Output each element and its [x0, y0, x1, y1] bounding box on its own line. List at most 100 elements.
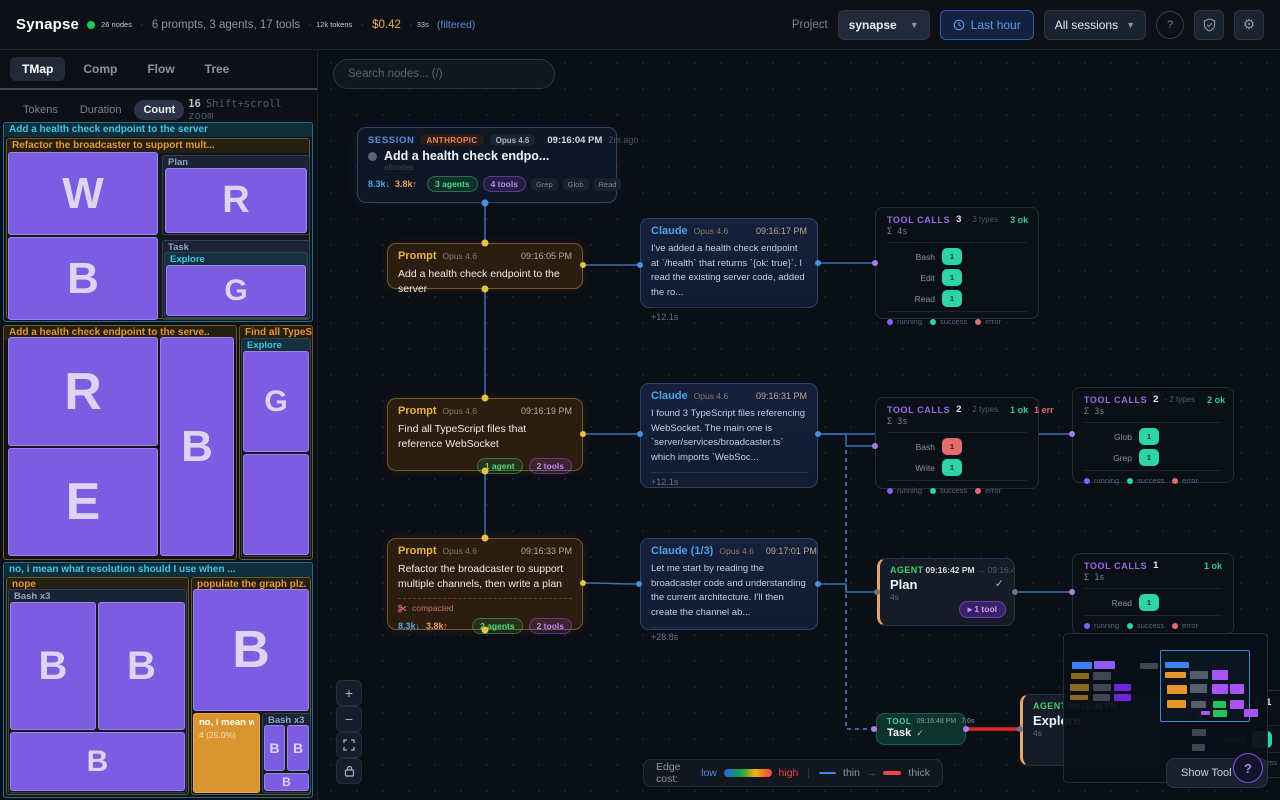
treemap-group-explore-2-header: Explore: [242, 339, 310, 353]
minimap-rect: [1167, 685, 1187, 694]
tool-calls-node-2[interactable]: TOOL CALLS 2 · 2 types 1 ok 1 err Σ 3s B…: [875, 397, 1054, 495]
search-input[interactable]: [333, 59, 555, 89]
session-subtitle: allnodes: [384, 163, 414, 172]
ok-count: 1 ok: [1010, 404, 1029, 415]
treemap-block-bash[interactable]: B: [193, 589, 309, 711]
tools-badge: 2 tools: [528, 618, 572, 635]
treemap-block-bash[interactable]: B: [160, 337, 234, 556]
tool-chip: Grep: [530, 177, 558, 191]
sigma-duration: Σ 4s: [887, 227, 908, 237]
claude-node-1[interactable]: Claude Opus 4.6 09:16:17 PM I've added a…: [640, 218, 818, 322]
zoom-hint: 16 Shift+scroll zoom: [188, 98, 307, 122]
session-status-dot: [368, 151, 377, 161]
treemap-block-bash[interactable]: B: [10, 602, 96, 730]
treemap-orange-block[interactable]: no, i mean wh.. 4 (25.0%): [193, 713, 260, 793]
tool-count-block[interactable]: 1: [1139, 594, 1159, 611]
fit-view-button[interactable]: [336, 732, 362, 758]
tool-count-block[interactable]: 1: [942, 290, 962, 307]
zoom-out-button[interactable]: −: [336, 706, 362, 732]
tool-calls-node-1[interactable]: TOOL CALLS 3 · 3 types 3 ok Σ 4s Bash 1 E…: [875, 207, 1039, 326]
sessions-filter-value: All sessions: [1054, 17, 1119, 32]
tool-calls-node-3[interactable]: TOOL CALLS 2 · 2 types 2 ok Σ 3s Glob 1 G…: [1072, 387, 1234, 485]
tool-time: 09:16:48 PM: [916, 718, 957, 725]
treemap-group-explore-header: Explore: [165, 253, 307, 267]
tab-comp[interactable]: Comp: [83, 62, 118, 76]
treemap-session-1-header: Add a health check endpoint to the serve…: [4, 123, 312, 137]
tool-name: Read: [1111, 597, 1132, 608]
treemap-block-bash[interactable]: B: [98, 602, 185, 730]
time-filter-label: Last hour: [970, 17, 1021, 32]
agent-node-plan[interactable]: AGENT 09:16:42 PM → 09:16:46 PM Plan ✓ 4…: [877, 558, 1015, 626]
tool-count-block[interactable]: 1: [1139, 428, 1159, 445]
status-dot: [87, 20, 96, 29]
claude-node-3[interactable]: Claude (1/3) Opus 4.6 09:17:01 PM Let me…: [640, 538, 818, 642]
tool-node-task[interactable]: TOOL 09:16:48 PM 7.6s Task ✓: [876, 713, 974, 745]
ok-count: 2 ok: [1207, 394, 1226, 405]
tool-count-block[interactable]: 1: [942, 269, 962, 286]
sessions-filter-select[interactable]: All sessions ▼: [1043, 9, 1146, 40]
claude-time: 09:16:31 PM: [755, 391, 807, 401]
treemap-block-bash[interactable]: B: [264, 725, 285, 771]
compacted-divider: [398, 598, 572, 600]
session-node[interactable]: SESSION ANTHROPIC Opus 4.6 09:16:04 PM 2…: [357, 127, 638, 203]
treemap-block-grep[interactable]: [243, 454, 309, 555]
treemap-block-glob[interactable]: G: [243, 351, 309, 452]
tool-count-block[interactable]: 1: [942, 438, 962, 455]
legend-running: running: [1094, 476, 1120, 485]
treemap-block-read[interactable]: R: [8, 337, 158, 446]
minimap-rect: [1191, 701, 1206, 708]
agent-tool-badge: ▸ 1 tool: [958, 601, 1006, 618]
tab-flow[interactable]: Flow: [147, 62, 175, 76]
claude-model: Opus 4.6: [693, 391, 729, 401]
running-dot: [887, 318, 893, 325]
tool-calls-node-4[interactable]: TOOL CALLS 1 1 ok Σ 1s Read 1 running suc…: [1072, 553, 1234, 635]
settings-button[interactable]: ⚙: [1234, 9, 1264, 40]
mode-count[interactable]: Count: [134, 100, 185, 120]
treemap-block-read[interactable]: R: [165, 168, 307, 233]
stat-nodes: 26 nodes: [101, 20, 132, 29]
claude-duration: +28.8s: [651, 626, 807, 642]
treemap-block-bash[interactable]: B: [8, 237, 158, 320]
error-dot: [1172, 622, 1179, 629]
compacted-label: compacted: [412, 603, 454, 614]
claude-text: Let me start by reading the broadcaster …: [651, 563, 806, 619]
mode-duration[interactable]: Duration: [79, 104, 122, 116]
tab-tmap[interactable]: TMap: [10, 57, 66, 81]
treemap-block-bash[interactable]: B: [264, 773, 309, 791]
lock-button[interactable]: [336, 758, 362, 784]
treemap-group-bash-x3-b-header: Bash x3: [263, 714, 310, 728]
shield-button[interactable]: [1194, 9, 1224, 40]
tool-count-block[interactable]: 1: [942, 459, 962, 476]
prompt-node-1[interactable]: Prompt Opus 4.6 09:16:05 PM Add a health…: [387, 243, 583, 295]
prompt-text: Find all TypeScript files that reference…: [398, 423, 527, 451]
minimap-rect: [1192, 729, 1206, 736]
agents-badge: 3 agents: [427, 176, 478, 192]
help-button[interactable]: ?: [1233, 753, 1263, 783]
treemap-block-grep[interactable]: G: [166, 265, 306, 316]
thin-thick-arrow: →: [866, 768, 876, 778]
minimap-rect: [1094, 661, 1115, 669]
tab-tree[interactable]: Tree: [204, 62, 230, 76]
tool-count-block[interactable]: 1: [942, 248, 962, 265]
help-circle-button[interactable]: ?: [1156, 10, 1184, 39]
ok-count: 1 ok: [1203, 560, 1222, 571]
treemap-block-bash[interactable]: B: [287, 725, 309, 771]
prompt-node-3[interactable]: Prompt Opus 4.6 09:16:33 PM Refactor the…: [387, 538, 583, 635]
treemap-prompt-nope-header: nope: [7, 578, 188, 592]
zoom-in-button[interactable]: +: [336, 680, 362, 706]
claude-node-2[interactable]: Claude Opus 4.6 09:16:31 PM I found 3 Ty…: [640, 383, 818, 488]
edge-cost-legend: Edge cost: low high | thin → thick: [643, 759, 943, 787]
tool-count-block[interactable]: 1: [1139, 449, 1159, 466]
tool-chip: Read: [593, 177, 622, 191]
treemap-block-edit[interactable]: E: [8, 448, 158, 556]
mode-tokens[interactable]: Tokens: [23, 104, 58, 116]
session-title: Add a health check endpo...: [384, 149, 550, 163]
prompt-node-2[interactable]: Prompt Opus 4.6 09:16:19 PM Find all Typ…: [387, 398, 583, 475]
error-dot: [975, 487, 982, 494]
treemap-block-bash[interactable]: B: [10, 732, 185, 791]
minimap-rect: [1167, 700, 1186, 708]
treemap-block-write[interactable]: W: [8, 152, 158, 235]
time-filter-button[interactable]: Last hour: [939, 9, 1034, 40]
project-select[interactable]: synapse ▼: [837, 9, 930, 40]
stat-cost: $0.42: [372, 18, 401, 31]
